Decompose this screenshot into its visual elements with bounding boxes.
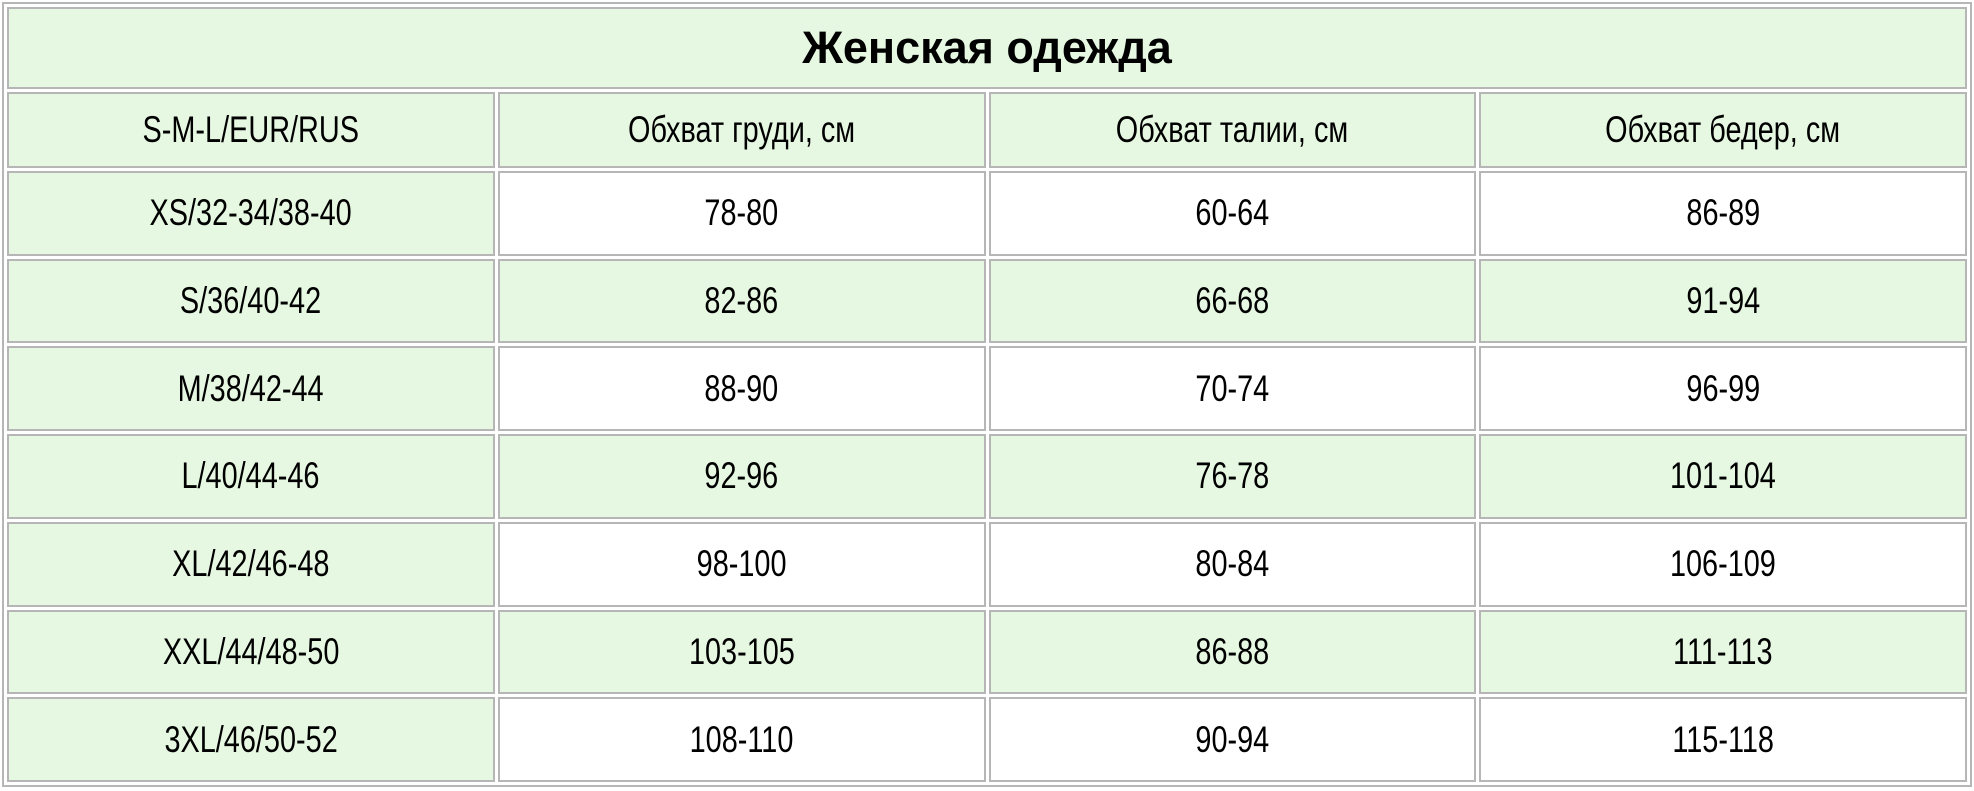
cell-hips: 91-94 — [1479, 258, 1967, 344]
cell-label: 106-109 — [1670, 543, 1777, 585]
cell-size: M/38/42-44 — [7, 346, 495, 432]
cell-waist: 60-64 — [988, 171, 1477, 256]
cell-chest: 82-86 — [497, 258, 986, 344]
cell-hips: 101-104 — [1479, 434, 1967, 519]
cell-label: 60-64 — [1195, 192, 1270, 234]
cell-waist: 66-68 — [988, 258, 1477, 344]
cell-label: M/38/42-44 — [177, 367, 324, 409]
column-header-hips: Обхват бедер, см — [1479, 92, 1967, 168]
cell-size: 3XL/46/50-52 — [7, 697, 495, 782]
cell-chest: 92-96 — [497, 434, 986, 519]
table-row: S/36/40-42 82-86 66-68 91-94 — [7, 258, 1967, 344]
table-row: L/40/44-46 92-96 76-78 101-104 — [7, 434, 1967, 519]
cell-size: S/36/40-42 — [7, 258, 495, 344]
column-header-waist: Обхват талии, см — [988, 92, 1477, 168]
column-header-label: Обхват груди, см — [628, 109, 856, 150]
cell-chest: 98-100 — [497, 521, 986, 607]
cell-size: L/40/44-46 — [7, 434, 495, 519]
table-row: 3XL/46/50-52 108-110 90-94 115-118 — [7, 697, 1967, 782]
cell-label: 111-113 — [1673, 630, 1773, 672]
table-row: M/38/42-44 88-90 70-74 96-99 — [7, 346, 1967, 432]
cell-label: 82-86 — [704, 280, 779, 322]
column-header-label: Обхват бедер, см — [1605, 109, 1841, 150]
cell-label: 86-89 — [1686, 192, 1761, 234]
cell-chest: 103-105 — [497, 609, 986, 695]
cell-waist: 86-88 — [988, 609, 1477, 695]
cell-waist: 76-78 — [988, 434, 1477, 519]
table-row: XS/32-34/38-40 78-80 60-64 86-89 — [7, 171, 1967, 256]
cell-hips: 86-89 — [1479, 171, 1967, 256]
table-row: Женская одежда — [7, 7, 1967, 89]
cell-label: 115-118 — [1672, 718, 1774, 760]
cell-label: 80-84 — [1195, 543, 1270, 585]
cell-label: 3XL/46/50-52 — [164, 718, 338, 760]
cell-label: 88-90 — [704, 367, 779, 409]
cell-size: XXL/44/48-50 — [7, 609, 495, 695]
cell-waist: 80-84 — [988, 521, 1477, 607]
cell-hips: 115-118 — [1479, 697, 1967, 782]
cell-label: 86-88 — [1195, 630, 1270, 672]
cell-label: 70-74 — [1195, 367, 1270, 409]
cell-label: 103-105 — [688, 630, 795, 672]
cell-label: 108-110 — [689, 718, 794, 760]
column-header-size: S-M-L/EUR/RUS — [7, 92, 495, 168]
cell-size: XL/42/46-48 — [7, 521, 495, 607]
cell-label: XL/42/46-48 — [172, 543, 330, 585]
cell-label: 76-78 — [1195, 455, 1270, 497]
cell-label: L/40/44-46 — [181, 455, 320, 497]
cell-label: 91-94 — [1686, 280, 1761, 322]
cell-chest: 88-90 — [497, 346, 986, 432]
cell-waist: 90-94 — [988, 697, 1477, 782]
cell-hips: 96-99 — [1479, 346, 1967, 432]
cell-label: 92-96 — [704, 455, 779, 497]
table-row: XXL/44/48-50 103-105 86-88 111-113 — [7, 609, 1967, 695]
cell-label: 66-68 — [1195, 280, 1270, 322]
cell-size: XS/32-34/38-40 — [7, 171, 495, 256]
table-row: S-M-L/EUR/RUS Обхват груди, см Обхват та… — [7, 92, 1967, 168]
column-header-label: S-M-L/EUR/RUS — [142, 109, 360, 150]
table-row: XL/42/46-48 98-100 80-84 106-109 — [7, 521, 1967, 607]
cell-label: 98-100 — [696, 543, 787, 585]
cell-label: XS/32-34/38-40 — [149, 192, 352, 234]
cell-label: 90-94 — [1195, 718, 1270, 760]
cell-label: 78-80 — [704, 192, 779, 234]
cell-chest: 108-110 — [497, 697, 986, 782]
cell-label: 96-99 — [1686, 367, 1761, 409]
cell-label: XXL/44/48-50 — [162, 630, 340, 672]
cell-hips: 106-109 — [1479, 521, 1967, 607]
page-title: Женская одежда — [7, 7, 1967, 89]
cell-hips: 111-113 — [1479, 609, 1967, 695]
cell-waist: 70-74 — [988, 346, 1477, 432]
cell-label: S/36/40-42 — [180, 280, 322, 322]
cell-chest: 78-80 — [497, 171, 986, 256]
cell-label: 101-104 — [1670, 455, 1777, 497]
column-header-label: Обхват талии, см — [1116, 109, 1349, 150]
column-header-chest: Обхват груди, см — [497, 92, 986, 168]
